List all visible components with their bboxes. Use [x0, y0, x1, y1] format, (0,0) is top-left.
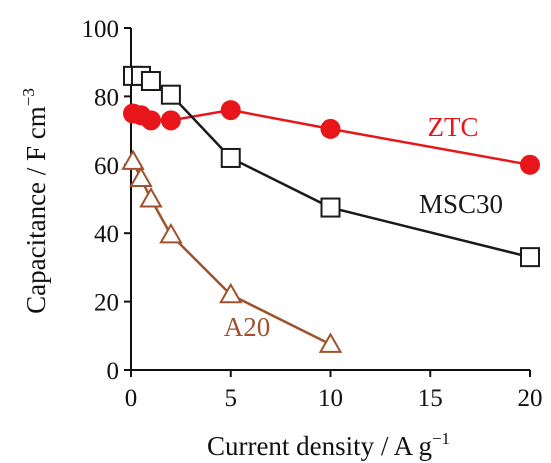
series-ztc-point: [520, 154, 540, 175]
series-group: [121, 65, 540, 353]
y-axis-title: Capacitance / F cm−3: [19, 88, 51, 314]
x-axis-title-text: Current density / A g: [207, 431, 432, 461]
series-a20-point: [129, 166, 153, 187]
x-tick-label: 5: [225, 385, 238, 412]
series-msc30-point: [320, 197, 341, 218]
x-tick-label: 15: [418, 385, 443, 412]
x-tick-label: 10: [318, 385, 343, 412]
series-msc30-point: [160, 84, 181, 105]
series-label-msc30: MSC30: [419, 189, 503, 219]
series-msc30-point: [140, 71, 161, 92]
series-a20-point: [139, 186, 163, 208]
series-ztc-point: [320, 118, 341, 139]
y-tick-label: 40: [94, 221, 119, 248]
y-tick-label: 20: [94, 290, 119, 317]
series-msc30: [122, 65, 540, 268]
series-a20-point: [318, 332, 343, 353]
x-axis-title: Current density / A g−1: [207, 429, 450, 461]
series-ztc-point: [140, 110, 161, 131]
series-msc30-point: [520, 247, 540, 268]
series-a20-point: [121, 149, 145, 170]
series-label-ztc: ZTC: [428, 112, 479, 142]
y-tick-label: 80: [94, 84, 119, 111]
series-labels: ZTC MSC30 A20: [224, 112, 503, 342]
y-tick-label: 100: [82, 16, 120, 43]
series-label-a20: A20: [224, 312, 271, 342]
series-msc30-point: [220, 147, 241, 168]
y-axis-title-text: Capacitance / F cm: [21, 106, 51, 314]
x-axis-title-superscript: −1: [432, 429, 450, 448]
series-ztc: [122, 100, 540, 175]
y-tick-label: 60: [94, 153, 119, 180]
series-ztc-point: [160, 110, 181, 131]
series-a20: [121, 149, 343, 353]
series-a20-point: [219, 282, 243, 304]
y-tick-label: 0: [107, 358, 120, 385]
y-axis-title-superscript: −3: [19, 88, 38, 106]
ticks: 0 20 40 60 80 100 0 5 10 15 20: [82, 16, 543, 412]
series-ztc-point: [220, 100, 241, 121]
series-a20-point: [159, 222, 183, 244]
series-msc30-line: [132, 74, 531, 259]
x-tick-label: 20: [518, 385, 543, 412]
x-tick-label: 0: [125, 385, 138, 412]
